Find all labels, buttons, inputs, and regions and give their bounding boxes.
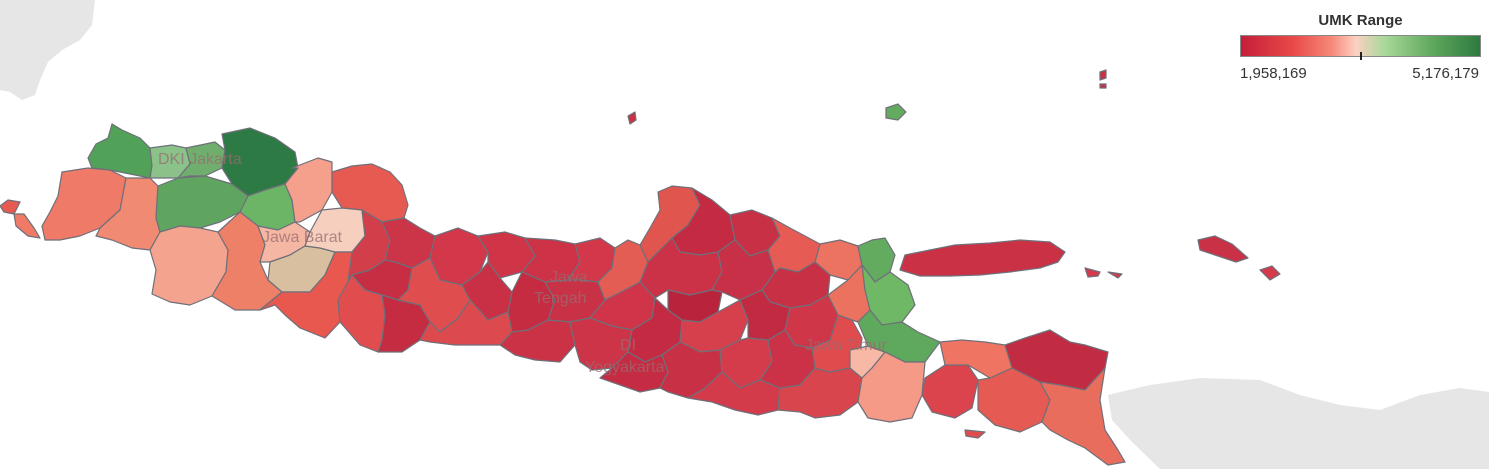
region-banten[interactable] <box>41 123 191 251</box>
label-jawa-barat: Jawa Barat <box>262 229 343 246</box>
label-jawa-timur: Jawa Timur <box>805 337 887 354</box>
legend-min-value: 1,958,169 <box>1240 65 1307 82</box>
label-dki-jakarta: DKI Jakarta <box>158 151 242 168</box>
label-jawa-tengah: Tengah <box>534 290 587 307</box>
label-di-yogyakarta: DI <box>620 337 636 354</box>
legend-marker <box>1360 52 1362 60</box>
legend-max-value: 5,176,179 <box>1412 65 1479 82</box>
region-banten-islands <box>0 199 41 239</box>
region-jawa-barat[interactable] <box>149 127 409 339</box>
color-legend: UMK Range 1,958,169 5,176,179 <box>1238 10 1483 82</box>
legend-title: UMK Range <box>1318 12 1403 29</box>
region-jawa-timur[interactable] <box>627 69 1281 466</box>
region-jawa-tengah[interactable] <box>337 185 781 371</box>
region-di-yogyakarta[interactable] <box>599 341 723 399</box>
label-di-yogyakarta: Yogyakarta <box>585 359 665 376</box>
label-jawa-tengah: Jawa <box>550 269 587 286</box>
